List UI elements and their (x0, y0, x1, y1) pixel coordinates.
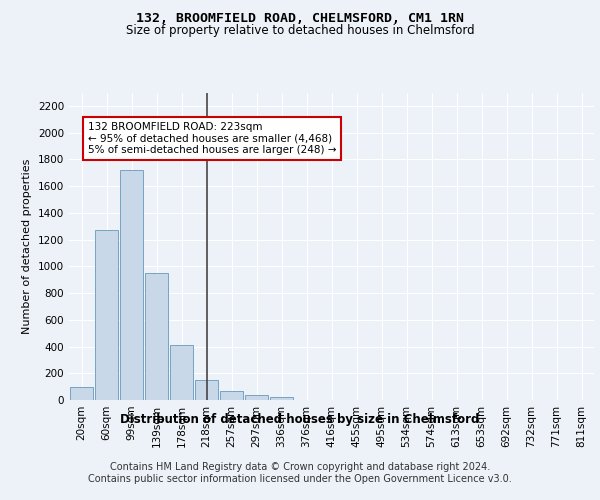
Bar (120, 170, 143, 400)
Bar (270, 398, 293, 400)
Text: Distribution of detached houses by size in Chelmsford: Distribution of detached houses by size … (121, 412, 479, 426)
Text: 132, BROOMFIELD ROAD, CHELMSFORD, CM1 1RN: 132, BROOMFIELD ROAD, CHELMSFORD, CM1 1R… (136, 12, 464, 26)
Text: Size of property relative to detached houses in Chelmsford: Size of property relative to detached ho… (125, 24, 475, 37)
Bar (145, 273, 168, 400)
Bar (195, 380, 218, 400)
Text: Contains HM Land Registry data © Crown copyright and database right 2024.
Contai: Contains HM Land Registry data © Crown c… (88, 462, 512, 484)
Y-axis label: Number of detached properties: Number of detached properties (22, 158, 32, 334)
Bar (220, 392, 243, 400)
Text: 132 BROOMFIELD ROAD: 223sqm
← 95% of detached houses are smaller (4,468)
5% of s: 132 BROOMFIELD ROAD: 223sqm ← 95% of det… (88, 122, 336, 155)
Bar (245, 396, 268, 400)
Bar (170, 344, 193, 400)
Bar (95, 230, 118, 400)
Bar (70, 386, 93, 400)
